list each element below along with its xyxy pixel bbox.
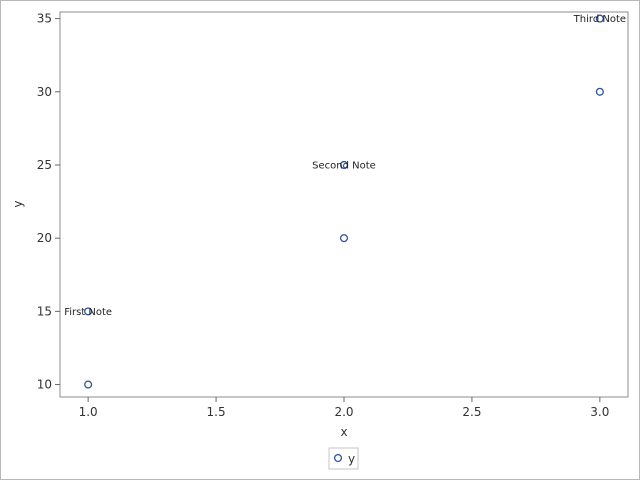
legend: y	[328, 447, 359, 470]
x-tick-label: 2.5	[462, 405, 481, 419]
data-point	[84, 380, 93, 389]
legend-label: y	[348, 452, 355, 466]
x-tick-label: 1.0	[79, 405, 98, 419]
y-tick-label: 20	[37, 231, 52, 245]
y-tick-label: 25	[37, 158, 52, 172]
data-point	[339, 160, 349, 170]
y-tick-label: 30	[37, 85, 52, 99]
y-tick-label: 35	[37, 12, 52, 26]
y-tick-label: 10	[37, 378, 52, 392]
legend-marker-icon	[333, 453, 343, 463]
x-axis-title: x	[340, 425, 347, 439]
x-axis: 1.0 1.5 2.0 2.5 3.0	[79, 397, 609, 419]
annotation-label: Second Note	[312, 160, 376, 171]
plot-area	[59, 11, 629, 398]
data-point	[339, 234, 349, 243]
annotation-label: First Note	[64, 307, 112, 318]
y-tick-label: 15	[37, 304, 52, 318]
data-point	[595, 87, 604, 96]
data-point	[595, 14, 604, 23]
y-axis: 10 15 20 25 30 35	[37, 12, 60, 392]
annotation-label: Third Note	[573, 14, 626, 25]
legend-box	[328, 447, 359, 470]
annotations: First Note Second Note Third Note	[64, 14, 626, 318]
x-tick-label: 2.0	[334, 405, 353, 419]
data-point	[84, 307, 93, 316]
x-tick-label: 1.5	[207, 405, 226, 419]
x-tick-label: 3.0	[590, 405, 609, 419]
data-points	[84, 14, 604, 389]
y-axis-title: y	[11, 200, 25, 207]
